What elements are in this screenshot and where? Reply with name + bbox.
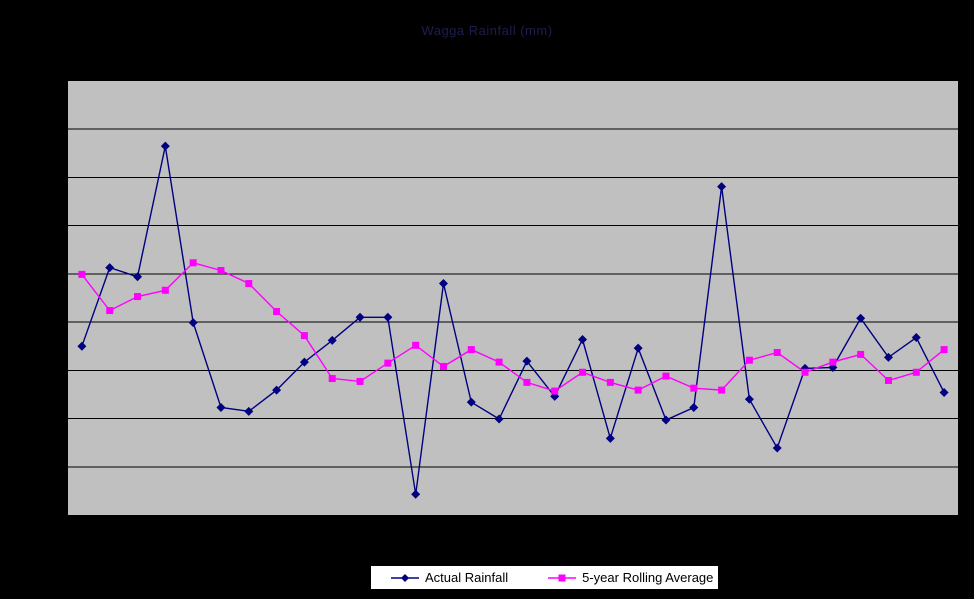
chart-canvas <box>68 128 958 499</box>
chart-legend: Actual Rainfall 5-year Rolling Average <box>370 565 719 590</box>
chart-title: Wagga Rainfall (mm) <box>421 23 553 38</box>
line-diamond-marker-icon <box>391 573 419 582</box>
plot-area <box>67 80 959 516</box>
legend-label-rolling-average: 5-year Rolling Average <box>582 570 714 585</box>
legend-label-actual-rainfall: Actual Rainfall <box>425 570 509 585</box>
legend-entry-actual-rainfall: Actual Rainfall <box>391 570 508 585</box>
legend-entry-rolling-average: 5-year Rolling Average <box>548 570 713 585</box>
line-square-marker-icon <box>548 574 577 581</box>
